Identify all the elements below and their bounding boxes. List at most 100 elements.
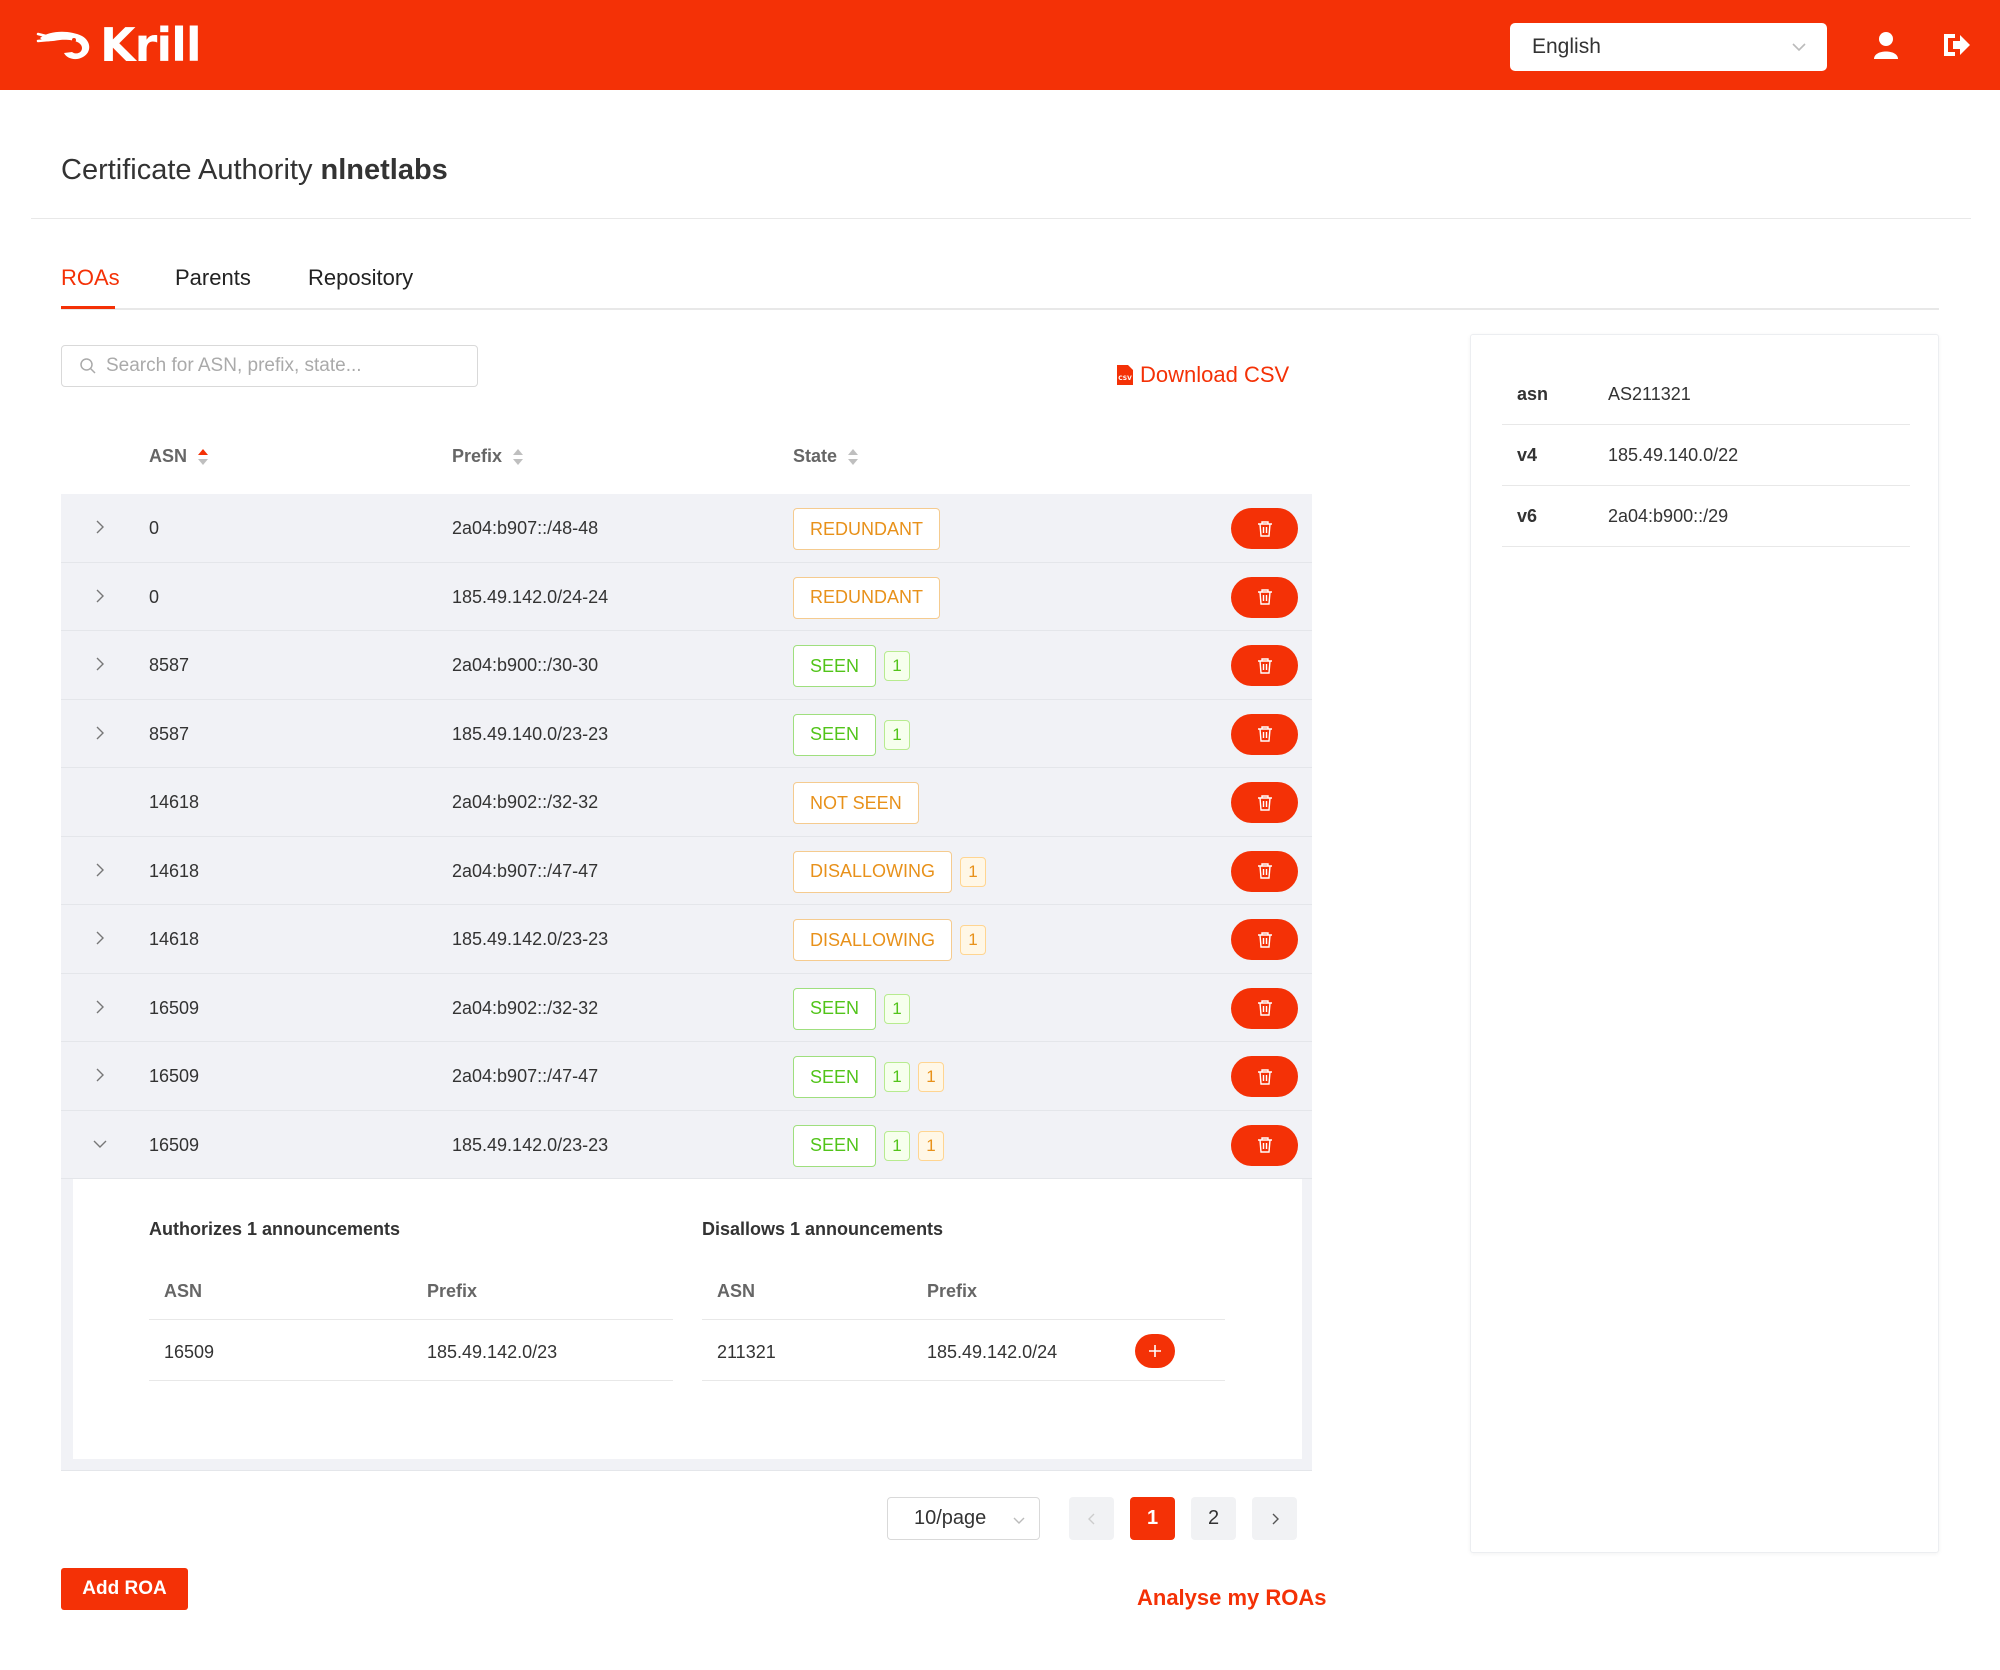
disallowed-count-badge: 1 bbox=[918, 1062, 945, 1092]
delete-button[interactable] bbox=[1231, 987, 1298, 1029]
row-asn: 8587 bbox=[149, 723, 190, 744]
row-asn: 8587 bbox=[149, 655, 190, 675]
chevron-right-icon bbox=[1272, 1513, 1279, 1524]
delete-button[interactable] bbox=[1231, 1056, 1298, 1097]
add-roa-button[interactable]: Add ROA bbox=[61, 1568, 188, 1610]
sort-icon bbox=[848, 448, 859, 465]
authorizes-row-prefix: 185.49.142.0/23 bbox=[427, 1342, 558, 1362]
plus-icon bbox=[1149, 1345, 1161, 1357]
trash-icon bbox=[1257, 931, 1272, 948]
state-header-label: State bbox=[793, 446, 838, 466]
trash-icon bbox=[1257, 863, 1272, 879]
page-title: Certificate Authority nlnetlabs bbox=[61, 154, 448, 187]
expanded-row-details: Authorizes 1 announcements Disallows 1 a… bbox=[61, 1179, 1312, 1471]
table-row: 14618 2a04:b907::/47-47 DISALLOWING 1 bbox=[61, 836, 1312, 905]
table-row: 8587 2a04:b900::/30-30 SEEN 1 bbox=[61, 631, 1312, 700]
page-1-button[interactable]: 1 bbox=[1130, 1497, 1175, 1540]
download-csv-label: Download CSV bbox=[1140, 362, 1290, 387]
tab-roas[interactable]: ROAs bbox=[61, 265, 120, 290]
authorized-count-badge: 1 bbox=[884, 719, 911, 750]
chevron-right-icon[interactable] bbox=[91, 655, 109, 673]
trash-icon bbox=[1257, 1068, 1272, 1085]
delete-button[interactable] bbox=[1231, 850, 1298, 892]
state-badge: REDUNDANT bbox=[793, 508, 941, 550]
row-state: SEEN 1 bbox=[793, 645, 911, 687]
authorizes-row-asn: 16509 bbox=[164, 1342, 215, 1362]
asn-column-header[interactable]: ASN bbox=[149, 446, 209, 467]
delete-button[interactable] bbox=[1231, 782, 1298, 823]
user-icon[interactable] bbox=[1869, 28, 1903, 62]
chevron-right-icon[interactable] bbox=[91, 587, 109, 605]
delete-button[interactable] bbox=[1231, 1124, 1298, 1166]
prefix-column-header[interactable]: Prefix bbox=[452, 446, 524, 467]
disallows-title: Disallows 1 announcements bbox=[702, 1219, 944, 1239]
resource-value: AS211321 bbox=[1608, 384, 1691, 404]
authorized-count-badge: 1 bbox=[884, 1062, 911, 1092]
state-badge: DISALLOWING bbox=[793, 919, 953, 961]
trash-icon bbox=[1257, 726, 1272, 742]
chevron-right-icon[interactable] bbox=[91, 998, 109, 1016]
analyse-roas-link[interactable]: Analyse my ROAs bbox=[1137, 1585, 1327, 1610]
search-box bbox=[61, 345, 478, 387]
announcements-panel: Authorizes 1 announcements Disallows 1 a… bbox=[73, 1179, 1302, 1459]
tab-repository[interactable]: Repository bbox=[308, 265, 414, 290]
row-prefix: 2a04:b907::/47-47 bbox=[452, 860, 599, 881]
download-csv-link[interactable]: CSV Download CSV bbox=[1116, 362, 1289, 388]
asn-header-label: ASN bbox=[149, 446, 188, 466]
row-asn: 0 bbox=[149, 586, 160, 607]
sort-ascending-icon bbox=[198, 448, 209, 465]
svg-text:CSV: CSV bbox=[1118, 375, 1132, 382]
ca-resources-panel: asn AS211321 v4 185.49.140.0/22 v6 2a04:… bbox=[1470, 334, 1939, 1553]
state-badge: SEEN bbox=[793, 713, 877, 756]
resource-row-asn: asn AS211321 bbox=[1502, 364, 1910, 425]
trash-icon bbox=[1257, 1137, 1272, 1153]
add-disallowed-button[interactable] bbox=[1135, 1334, 1175, 1368]
authorizes-title: Authorizes 1 announcements bbox=[149, 1219, 401, 1239]
prev-page-button[interactable] bbox=[1069, 1497, 1114, 1540]
row-prefix: 185.49.142.0/23-23 bbox=[452, 929, 609, 949]
app-header: Krill English bbox=[0, 0, 2000, 90]
authorizes-header-divider bbox=[149, 1319, 673, 1320]
next-page-button[interactable] bbox=[1252, 1497, 1297, 1540]
state-badge: SEEN bbox=[793, 987, 877, 1030]
row-state: SEEN 1 1 bbox=[793, 1056, 945, 1098]
delete-button[interactable] bbox=[1231, 508, 1298, 549]
chevron-right-icon[interactable] bbox=[91, 861, 109, 879]
disallows-row-prefix: 185.49.142.0/24 bbox=[927, 1342, 1058, 1362]
resource-key: v6 bbox=[1517, 506, 1538, 526]
authorizes-row-divider bbox=[149, 1380, 673, 1381]
delete-button[interactable] bbox=[1231, 713, 1298, 755]
table-row: 16509 2a04:b902::/32-32 SEEN 1 bbox=[61, 973, 1312, 1042]
state-badge: SEEN bbox=[793, 1056, 877, 1098]
chevron-down-icon[interactable] bbox=[91, 1135, 109, 1153]
disallowed-count-badge: 1 bbox=[918, 1130, 945, 1161]
row-state: SEEN 1 1 bbox=[793, 1124, 945, 1167]
delete-button[interactable] bbox=[1231, 576, 1298, 618]
sort-icon bbox=[513, 448, 524, 465]
tab-parents[interactable]: Parents bbox=[175, 265, 251, 290]
delete-button[interactable] bbox=[1231, 919, 1298, 960]
trash-icon bbox=[1257, 657, 1272, 674]
page-title-prefix: Certificate Authority bbox=[61, 154, 313, 186]
search-input[interactable] bbox=[106, 355, 477, 377]
tab-divider bbox=[61, 308, 1939, 310]
authorizes-asn-header: ASN bbox=[164, 1281, 203, 1301]
row-state: DISALLOWING 1 bbox=[793, 919, 987, 961]
chevron-right-icon[interactable] bbox=[91, 929, 109, 947]
row-asn: 14618 bbox=[149, 929, 200, 949]
logout-icon[interactable] bbox=[1940, 28, 1974, 62]
state-column-header[interactable]: State bbox=[793, 446, 859, 467]
chevron-right-icon[interactable] bbox=[91, 518, 109, 536]
row-asn: 14618 bbox=[149, 792, 200, 812]
page-size-select[interactable]: 10/page bbox=[887, 1497, 1040, 1540]
table-row: 16509 185.49.142.0/23-23 SEEN 1 1 bbox=[61, 1110, 1312, 1179]
chevron-right-icon[interactable] bbox=[91, 1066, 109, 1084]
delete-button[interactable] bbox=[1231, 645, 1298, 686]
krill-logo[interactable]: Krill bbox=[36, 18, 202, 72]
row-state: REDUNDANT bbox=[793, 576, 941, 619]
language-select[interactable]: English bbox=[1510, 23, 1827, 71]
row-asn: 0 bbox=[149, 518, 160, 538]
page-2-button[interactable]: 2 bbox=[1191, 1497, 1236, 1540]
chevron-right-icon[interactable] bbox=[91, 724, 109, 742]
state-badge: SEEN bbox=[793, 1124, 877, 1167]
